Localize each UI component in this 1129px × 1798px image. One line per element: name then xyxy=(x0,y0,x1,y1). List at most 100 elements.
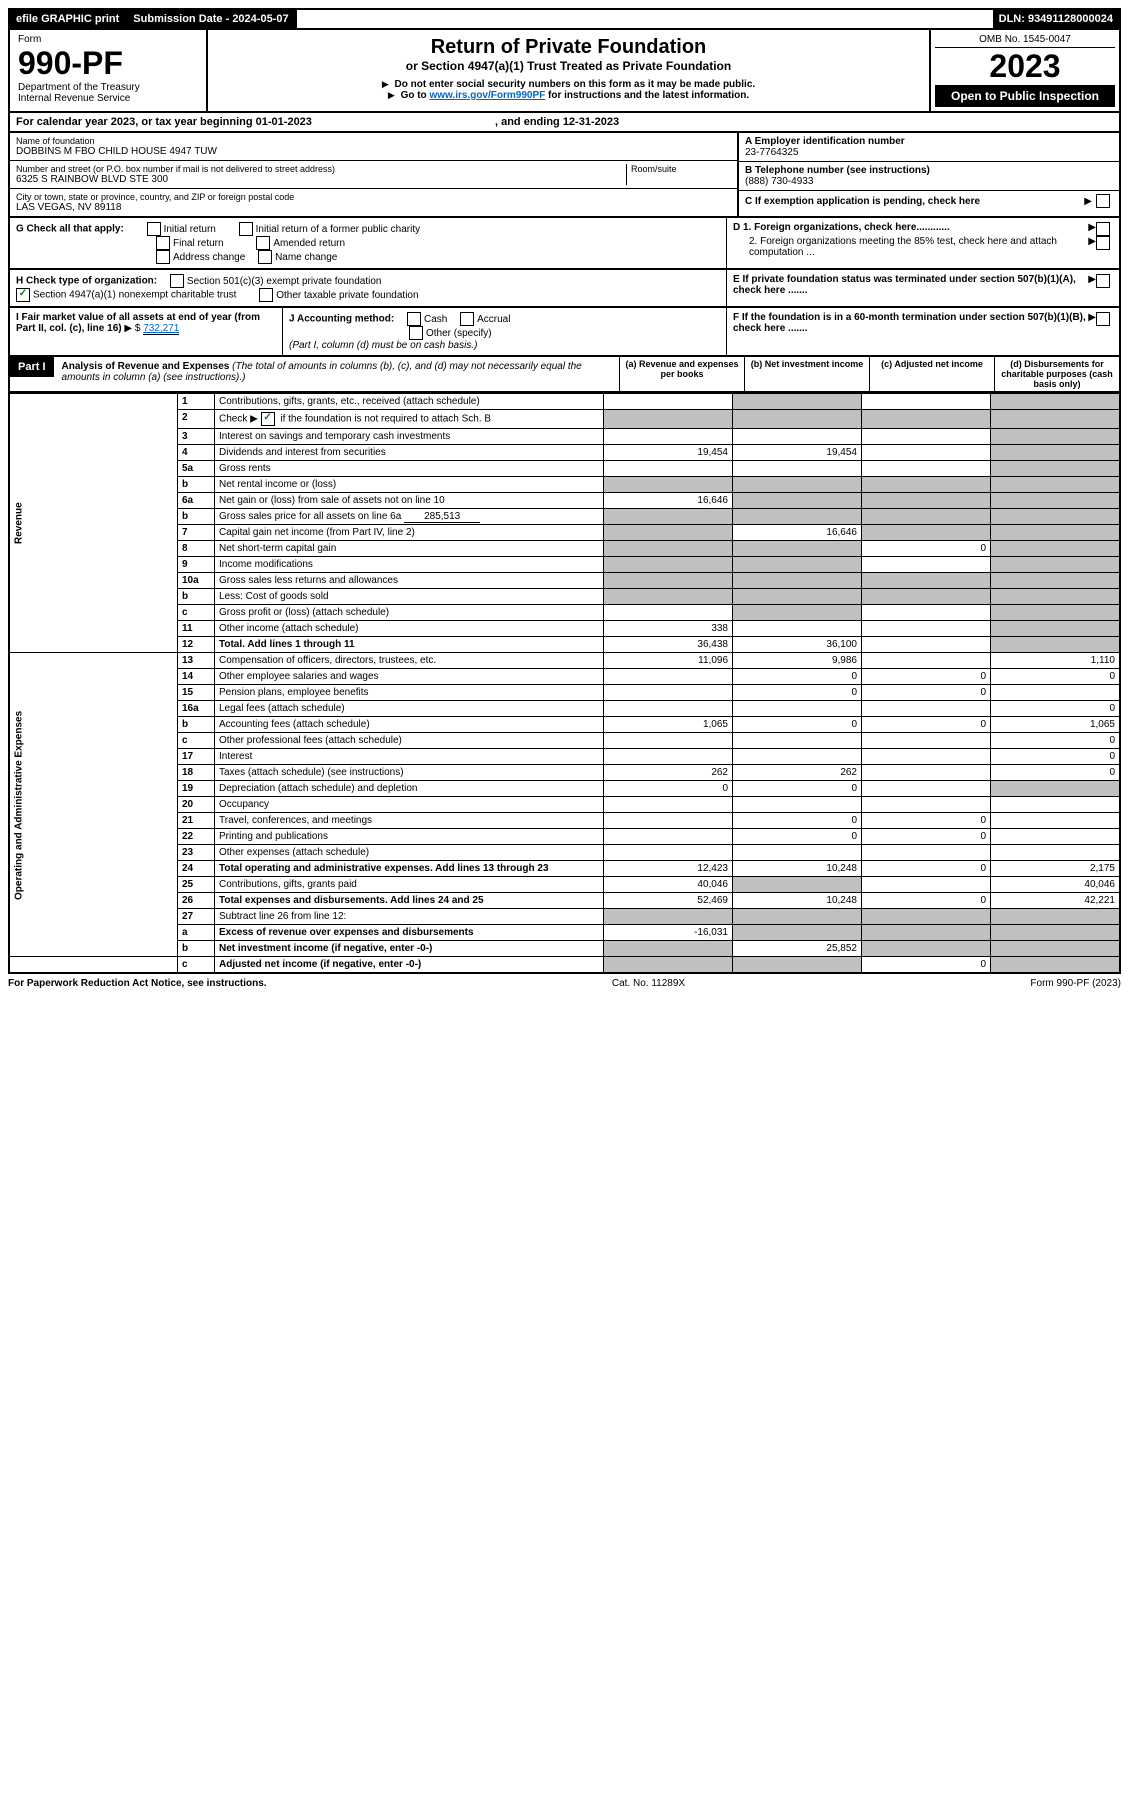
cal-year-ending: , and ending 12-31-2023 xyxy=(495,116,619,128)
j-cash-label: Cash xyxy=(424,314,447,325)
g-initial-former-checkbox[interactable] xyxy=(239,222,253,236)
h-4947-checkbox[interactable] xyxy=(16,288,30,302)
open-public-badge: Open to Public Inspection xyxy=(935,85,1115,107)
form-subtitle: or Section 4947(a)(1) Trust Treated as P… xyxy=(214,59,923,73)
form-title: Return of Private Foundation xyxy=(214,36,923,59)
efile-badge: efile GRAPHIC print xyxy=(10,10,127,28)
g-name-checkbox[interactable] xyxy=(258,250,272,264)
form-word: Form xyxy=(18,34,198,45)
city-state-zip: LAS VEGAS, NV 89118 xyxy=(16,202,731,213)
note-arrow-icon xyxy=(382,79,392,90)
j-accrual-label: Accrual xyxy=(477,314,510,325)
e-checkbox[interactable] xyxy=(1096,274,1110,288)
g-initial-checkbox[interactable] xyxy=(147,222,161,236)
page-footer: For Paperwork Reduction Act Notice, see … xyxy=(8,974,1121,993)
dln: DLN: 93491128000024 xyxy=(993,10,1119,28)
h-other-label: Other taxable private foundation xyxy=(276,290,418,301)
l2-prefix: Check ▶ xyxy=(219,414,261,425)
section-i-j-f: I Fair market value of all assets at end… xyxy=(8,308,1121,357)
d2-checkbox[interactable] xyxy=(1096,236,1110,250)
irs-label: Internal Revenue Service xyxy=(18,93,198,104)
g-amended-checkbox[interactable] xyxy=(256,236,270,250)
part1-title: Analysis of Revenue and Expenses xyxy=(62,361,230,372)
c-checkbox[interactable] xyxy=(1096,194,1110,208)
foundation-name: DOBBINS M FBO CHILD HOUSE 4947 TUW xyxy=(16,146,731,157)
line-num: 1 xyxy=(178,394,215,410)
submission-date: Submission Date - 2024-05-07 xyxy=(127,10,296,28)
ein-value: 23-7764325 xyxy=(745,147,1113,158)
g-name-label: Name change xyxy=(275,252,337,263)
form-number: 990-PF xyxy=(18,45,198,82)
note-goto-prefix: Go to xyxy=(401,90,430,101)
g-final-checkbox[interactable] xyxy=(156,236,170,250)
j-accrual-checkbox[interactable] xyxy=(460,312,474,326)
revenue-side-label: Revenue xyxy=(9,394,178,653)
c-label: C If exemption application is pending, c… xyxy=(745,196,1080,207)
tax-year: 2023 xyxy=(935,48,1115,85)
phone-label: B Telephone number (see instructions) xyxy=(745,165,1113,176)
j-other-checkbox[interactable] xyxy=(409,326,423,340)
room-label: Room/suite xyxy=(631,164,731,174)
expenses-side-label: Operating and Administrative Expenses xyxy=(9,653,178,957)
g-amended-label: Amended return xyxy=(273,238,345,249)
street-address: 6325 S RAINBOW BLVD STE 300 xyxy=(16,174,626,185)
cal-year-text: For calendar year 2023, or tax year begi… xyxy=(16,116,312,128)
ein-label: A Employer identification number xyxy=(745,136,1113,147)
part1-table: Revenue 1 Contributions, gifts, grants, … xyxy=(8,393,1121,974)
part1-header-row: Part I Analysis of Revenue and Expenses … xyxy=(8,357,1121,393)
d1-label: D 1. Foreign organizations, check here..… xyxy=(733,222,1088,236)
g-final-label: Final return xyxy=(173,238,224,249)
h-other-checkbox[interactable] xyxy=(259,288,273,302)
line-num: 2 xyxy=(178,410,215,429)
name-label: Name of foundation xyxy=(16,136,731,146)
h-501c3-label: Section 501(c)(3) exempt private foundat… xyxy=(187,276,382,287)
form-footer: Form 990-PF (2023) xyxy=(1030,978,1121,989)
g-label: G Check all that apply: xyxy=(16,224,124,235)
f-checkbox[interactable] xyxy=(1096,312,1110,326)
omb-number: OMB No. 1545-0047 xyxy=(935,34,1115,48)
j-note: (Part I, column (d) must be on cash basi… xyxy=(289,340,477,351)
col-a-header: (a) Revenue and expenses per books xyxy=(625,359,738,379)
top-bar: efile GRAPHIC print Submission Date - 20… xyxy=(8,8,1121,30)
irs-link[interactable]: www.irs.gov/Form990PF xyxy=(429,90,545,101)
form-header: Form 990-PF Department of the Treasury I… xyxy=(8,30,1121,113)
note-ssn: Do not enter social security numbers on … xyxy=(395,79,756,90)
section-h-e: H Check type of organization: Section 50… xyxy=(8,270,1121,308)
table-row: Revenue 1 Contributions, gifts, grants, … xyxy=(9,394,1120,410)
h-4947-label: Section 4947(a)(1) nonexempt charitable … xyxy=(33,290,236,301)
dept-label: Department of the Treasury xyxy=(18,82,198,93)
table-row: cAdjusted net income (if negative, enter… xyxy=(9,957,1120,974)
line-desc: Contributions, gifts, grants, etc., rece… xyxy=(215,394,604,410)
i-value[interactable]: 732,271 xyxy=(143,323,179,335)
addr-label: Number and street (or P.O. box number if… xyxy=(16,164,626,174)
l2-suffix: if the foundation is not required to att… xyxy=(280,414,491,425)
h-label: H Check type of organization: xyxy=(16,276,157,287)
phone-value: (888) 730-4933 xyxy=(745,176,1113,187)
col-c-header: (c) Adjusted net income xyxy=(881,359,983,369)
d1-checkbox[interactable] xyxy=(1096,222,1110,236)
part1-label: Part I xyxy=(10,357,54,377)
col-d-header: (d) Disbursements for charitable purpose… xyxy=(1001,359,1113,389)
d2-label: 2. Foreign organizations meeting the 85%… xyxy=(733,236,1088,258)
g-address-checkbox[interactable] xyxy=(156,250,170,264)
l2-checkbox[interactable] xyxy=(261,412,275,426)
note-goto-suffix: for instructions and the latest informat… xyxy=(548,90,749,101)
entity-info: Name of foundation DOBBINS M FBO CHILD H… xyxy=(8,133,1121,218)
j-other-label: Other (specify) xyxy=(426,328,492,339)
col-b-header: (b) Net investment income xyxy=(751,359,864,369)
calendar-year-row: For calendar year 2023, or tax year begi… xyxy=(8,113,1121,133)
city-label: City or town, state or province, country… xyxy=(16,192,731,202)
h-501c3-checkbox[interactable] xyxy=(170,274,184,288)
e-label: E If private foundation status was termi… xyxy=(733,274,1088,296)
pra-notice: For Paperwork Reduction Act Notice, see … xyxy=(8,978,267,989)
g-address-label: Address change xyxy=(173,252,245,263)
section-g-d: G Check all that apply: Initial return I… xyxy=(8,218,1121,270)
j-cash-checkbox[interactable] xyxy=(407,312,421,326)
cat-number: Cat. No. 11289X xyxy=(612,978,685,989)
table-row: Operating and Administrative Expenses 13… xyxy=(9,653,1120,669)
line-desc: Check ▶ if the foundation is not require… xyxy=(215,410,604,429)
j-label: J Accounting method: xyxy=(289,314,394,325)
g-initial-label: Initial return xyxy=(164,224,216,235)
g-initial-former-label: Initial return of a former public charit… xyxy=(256,224,421,235)
note-arrow-icon xyxy=(388,90,398,101)
